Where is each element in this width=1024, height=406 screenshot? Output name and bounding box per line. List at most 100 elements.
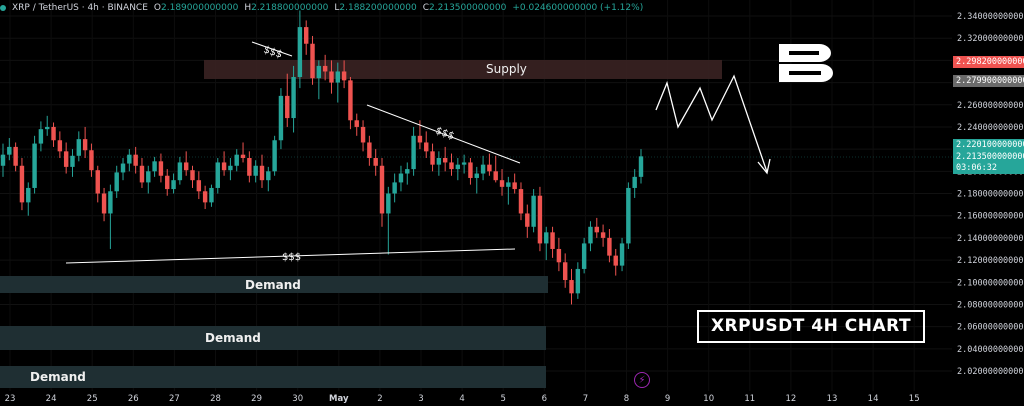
- candle-down: [82, 139, 88, 151]
- candles: [0, 10, 644, 305]
- x-tick-label: 4: [459, 394, 464, 404]
- x-tick-label: 14: [868, 394, 879, 404]
- x-tick-label: 24: [46, 394, 57, 404]
- candle-up: [171, 180, 176, 190]
- liquidity-line-bottom: [65, 248, 516, 264]
- candle-down: [19, 165, 25, 203]
- candle-up: [455, 164, 461, 170]
- candle-up: [272, 140, 277, 172]
- x-axis: 23 24 25 26 27 28 29 30 May 2 3 4 5 6 7 8 9 10 11 12 13 14 15: [5, 394, 920, 404]
- liquidity-label-bottom: $$$: [282, 252, 301, 263]
- candle-up: [544, 232, 549, 244]
- symbol-label: XRP / TetherUS · 4h · BINANCE: [12, 3, 148, 13]
- x-tick-label: 7: [583, 394, 588, 404]
- y-tick-label: 2.240000000000: [957, 123, 1024, 133]
- candle-down: [329, 71, 334, 83]
- candle-up: [215, 162, 220, 188]
- candle-up: [392, 182, 397, 194]
- supply-zone: [204, 60, 722, 79]
- candle-down: [139, 165, 145, 183]
- x-tick-label: 12: [785, 394, 796, 404]
- liquidity-label-top: $$$: [262, 44, 284, 60]
- candle-up: [120, 163, 126, 173]
- open-value: 2.189000000000: [161, 3, 239, 13]
- candle-up: [386, 193, 391, 214]
- zones: [0, 60, 722, 388]
- supply-label: Supply: [486, 62, 527, 76]
- x-tick-label: 26: [128, 394, 139, 404]
- y-tick-label: 2.320000000000: [957, 34, 1024, 44]
- liquidity-label-mid: $$$: [434, 125, 456, 142]
- x-tick-label: 6: [542, 394, 547, 404]
- candle-down: [322, 65, 328, 72]
- chart-title: XRPUSDT 4H CHART: [697, 310, 925, 343]
- candle-down: [424, 142, 429, 152]
- candle-up: [405, 169, 410, 174]
- close-value: 2.213500000000: [429, 3, 507, 13]
- candle-down: [221, 162, 227, 171]
- candle-up: [619, 243, 625, 266]
- candle-down: [550, 232, 555, 249]
- y-tick-label: 2.260000000000: [957, 101, 1024, 111]
- candle-down: [341, 71, 347, 81]
- candle-down: [183, 162, 189, 171]
- candle-down: [607, 237, 612, 256]
- candle-up: [228, 165, 233, 171]
- candle-down: [360, 126, 366, 143]
- candle-up: [152, 161, 157, 172]
- candle-down: [562, 262, 568, 281]
- x-tick-label: 23: [5, 394, 16, 404]
- y-tick-label: 2.120000000000: [957, 256, 1024, 266]
- candle-down: [373, 158, 378, 166]
- demand-zone-2: [0, 326, 546, 350]
- candle-down: [133, 154, 138, 166]
- demand-label-2: Demand: [205, 331, 261, 345]
- candle-down: [417, 135, 423, 143]
- demand-label-1: Demand: [245, 278, 301, 292]
- candle-up: [70, 155, 75, 167]
- candle-up: [45, 126, 50, 130]
- candle-down: [348, 80, 353, 121]
- demand-zone-1: [0, 276, 548, 293]
- y-tick-label: 2.180000000000: [957, 190, 1024, 200]
- lightning-icon[interactable]: ⚡: [634, 372, 650, 388]
- candle-up: [146, 171, 151, 183]
- candle-up: [316, 65, 322, 79]
- brand-b-logo: [779, 44, 833, 82]
- candle-down: [569, 280, 574, 294]
- candle-down: [556, 248, 562, 263]
- candle-up: [32, 143, 37, 188]
- candle-up: [398, 173, 404, 183]
- last-close-tag: 2.213500000000: [953, 151, 1024, 163]
- y-tick-label: 2.140000000000: [957, 234, 1024, 244]
- candle-down: [594, 226, 599, 233]
- x-tick-label: 8: [624, 394, 629, 404]
- projection-path: [655, 74, 768, 173]
- candle-down: [525, 213, 530, 227]
- x-tick-label: 15: [909, 394, 920, 404]
- candle-down: [600, 232, 606, 238]
- candle-up: [76, 139, 82, 156]
- candle-down: [367, 142, 372, 158]
- status-dot-icon: [0, 4, 6, 11]
- candle-down: [379, 165, 385, 214]
- x-tick-label: 9: [665, 394, 670, 404]
- candle-down: [310, 43, 315, 79]
- candle-down: [303, 27, 309, 44]
- candle-down: [285, 95, 290, 119]
- demand-label-3: Demand: [30, 370, 86, 384]
- x-tick-label: 3: [418, 394, 423, 404]
- x-tick-label: 11: [744, 394, 755, 404]
- x-tick-label: 28: [210, 394, 221, 404]
- candle-down: [259, 165, 265, 181]
- candle-up: [581, 243, 587, 269]
- supply-low-tag: 2.279900000000: [953, 75, 1024, 87]
- chart-header: XRP / TetherUS · 4h · BINANCE O2.18900000…: [0, 3, 649, 13]
- candle-up: [38, 129, 44, 144]
- x-tick-label: 5: [500, 394, 505, 404]
- low-value: 2.188200000000: [339, 3, 417, 13]
- x-tick-label: 29: [251, 394, 262, 404]
- candle-down: [468, 162, 473, 178]
- x-tick-label: May: [329, 394, 349, 404]
